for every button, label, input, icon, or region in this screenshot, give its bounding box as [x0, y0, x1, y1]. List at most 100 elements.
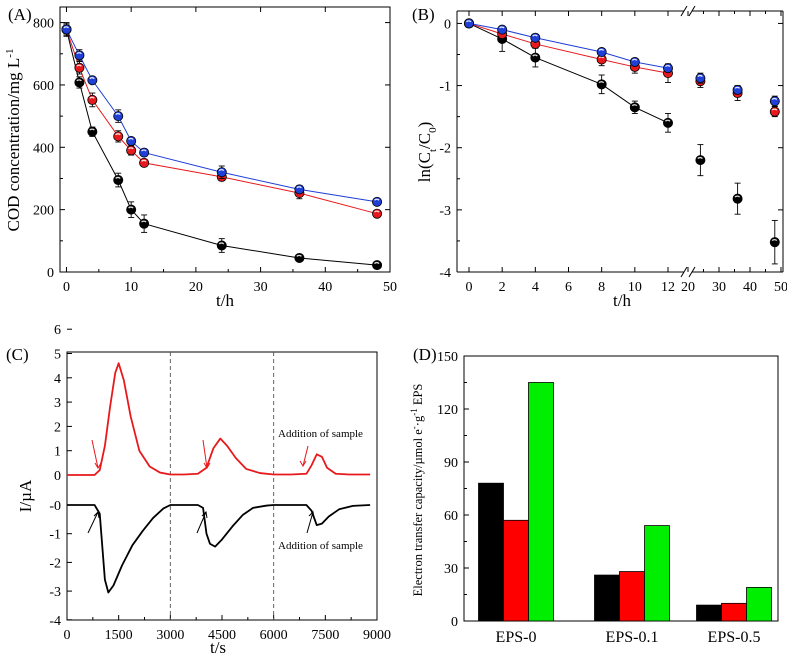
panel-a-ylabel-sup: -1	[4, 49, 16, 58]
b-point-black-highlight	[631, 104, 638, 107]
panel-a-data	[61, 22, 383, 271]
a-point-blue	[113, 111, 124, 122]
c-ytick-label: -0	[49, 499, 61, 514]
b-point-blue	[497, 24, 508, 35]
a-point-red	[372, 208, 383, 219]
b-fit-line-black	[468, 22, 669, 124]
b-point-black	[695, 155, 706, 166]
a-ytick-label: 200	[33, 204, 54, 219]
c-addition-arrow-black	[87, 511, 99, 534]
panel-c-ylabel: I/µA	[16, 479, 35, 512]
panel-d-ylabel: Electron transfer capacity/µmol e-·g-1 E…	[409, 384, 425, 597]
b-point-blue-highlight	[598, 48, 605, 51]
b-ytick-label: -2	[439, 142, 451, 157]
panel-a-label: (A)	[8, 5, 32, 24]
a-point-black-highlight	[115, 176, 121, 179]
panel-b-xlabel: t/h	[613, 291, 631, 310]
b-point-blue	[663, 63, 674, 74]
c-ytick-label: 4	[54, 372, 61, 387]
panel-a: (A) 0 10 20 30 40 50 0 200 400 600 800 t/h COD con…	[4, 5, 397, 310]
a-point-black-highlight	[89, 128, 95, 131]
panel-d-label: (D)	[413, 345, 437, 364]
a-point-red-highlight	[89, 96, 95, 99]
c-ytick-label: 5	[54, 348, 61, 363]
c-addition-arrowhead-red	[94, 462, 102, 469]
b-xtick-label: 4	[532, 280, 539, 295]
b-point-blue-highlight	[631, 58, 638, 61]
panel-a-ylabel-main: COD concentration/mg L	[4, 58, 23, 232]
a-point-black	[113, 175, 124, 186]
b-point-black-highlight	[734, 195, 741, 198]
c-addition-arrowhead-black	[308, 510, 315, 519]
c-addition-arrowhead-black	[201, 510, 208, 519]
panel-c-annotation-top: Addition of sample	[278, 428, 363, 440]
a-point-blue	[74, 50, 85, 61]
a-point-blue-highlight	[141, 149, 147, 152]
b-point-black	[769, 237, 780, 248]
a-point-red-highlight	[141, 159, 147, 162]
d-bar-green	[746, 587, 772, 622]
d-ytick-label: 150	[437, 350, 458, 365]
b-xtick-label-right: 50	[774, 280, 787, 295]
d-bar-black	[594, 574, 620, 622]
a-point-blue	[61, 24, 72, 35]
b-ytick-label: -3	[439, 204, 451, 219]
a-point-black	[87, 126, 98, 137]
a-point-black-highlight	[218, 242, 225, 245]
c-ytick-label: -1	[49, 528, 61, 543]
b-break-mark	[680, 5, 688, 17]
b-xtick-label-right: 40	[743, 280, 757, 295]
panel-b-label: (B)	[412, 5, 435, 24]
a-xtick-label: 10	[124, 280, 138, 295]
a-point-blue	[216, 167, 227, 178]
a-xtick-label: 20	[189, 280, 203, 295]
a-xtick-label: 50	[383, 280, 397, 295]
d-bar-black	[696, 604, 722, 622]
b-point-blue-highlight	[771, 97, 778, 101]
d-category-label: EPS-0	[496, 629, 537, 646]
b-point-blue-highlight	[499, 26, 505, 29]
panel-d: (D) 0 30 60 90 120 150 EPS-0 EPS-0.1 EPS-0.5 Ele…	[409, 345, 779, 646]
a-point-red	[139, 157, 150, 168]
panel-d-ylabel-tail: EPS	[411, 384, 425, 409]
b-point-red-highlight	[771, 108, 778, 111]
c-ytick-label: -3	[49, 585, 61, 600]
b-xtick-label: 0	[466, 280, 473, 295]
a-point-red	[74, 62, 85, 73]
a-point-red	[113, 131, 124, 142]
b-xtick-label: 10	[628, 280, 642, 295]
d-bar-green	[528, 382, 554, 622]
a-point-blue-highlight	[296, 186, 302, 189]
b-break-mark	[680, 266, 688, 278]
panel-b-ylabel-sub-t: t	[427, 149, 439, 152]
d-ytick-label: 90	[444, 456, 458, 471]
b-xtick-label: 12	[661, 280, 675, 295]
d-ytick-label: 30	[444, 562, 458, 577]
b-point-blue	[596, 47, 607, 58]
a-series-line-red	[65, 29, 378, 215]
c-ytick-label: 6	[54, 323, 61, 338]
panel-d-ticks: 0 30 60 90 120 150 EPS-0 EPS-0.1 EPS-0.5	[437, 350, 760, 646]
b-point-red	[769, 106, 780, 117]
b-point-blue-highlight	[465, 20, 472, 23]
a-xtick-label: 40	[318, 280, 332, 295]
a-point-blue-highlight	[89, 77, 95, 80]
a-point-blue	[372, 196, 383, 207]
d-ytick-label: 0	[451, 615, 458, 630]
panel-b-ylabel-p4: )	[415, 122, 434, 128]
d-bar-red	[503, 519, 529, 622]
a-ytick-label: 400	[33, 141, 54, 156]
a-ytick-label: 600	[33, 79, 54, 94]
panel-b: (B) 0 2 4 6 8 10 12 20 30 40 50 0 -1 -2 -3 -4 t/h ln(Ct…	[412, 5, 787, 310]
b-ytick-label: -1	[439, 80, 451, 95]
panel-b-ylabel-p0: ln(C	[415, 152, 434, 182]
b-break-mark	[688, 266, 696, 278]
a-series-line-black	[65, 29, 378, 266]
d-ytick-label: 60	[444, 509, 458, 524]
b-point-black-highlight	[771, 238, 778, 242]
c-trace-black	[67, 504, 371, 594]
a-point-red-highlight	[76, 64, 82, 67]
panel-c-xlabel: t/s	[210, 638, 226, 657]
b-point-black-highlight	[664, 119, 671, 122]
